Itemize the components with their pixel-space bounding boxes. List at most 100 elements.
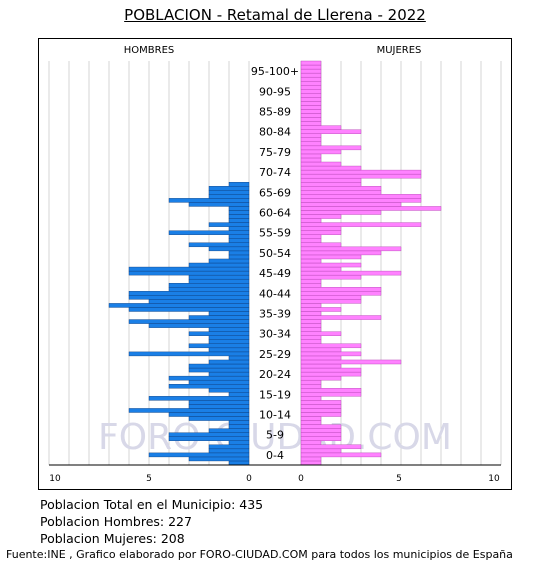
male-bar-age-16 bbox=[148, 396, 250, 401]
age-group-label: 95-100+ bbox=[251, 65, 299, 78]
female-bar-age-49 bbox=[300, 262, 362, 268]
female-bar-age-79 bbox=[300, 141, 322, 147]
male-bar-age-0 bbox=[228, 460, 250, 466]
male-bar-age-15 bbox=[188, 400, 250, 405]
male-bar-age-62 bbox=[228, 210, 250, 215]
female-bar-age-21 bbox=[300, 375, 342, 381]
age-group-label: 0-4 bbox=[266, 449, 284, 462]
female-bar-age-32 bbox=[300, 331, 342, 336]
male-bar-age-13 bbox=[128, 408, 250, 413]
female-bar-age-71 bbox=[300, 173, 422, 179]
x-tick-right: 10 bbox=[488, 474, 500, 484]
male-bar-age-33 bbox=[208, 327, 250, 332]
male-bar-age-1 bbox=[188, 456, 250, 462]
female-bar-age-81 bbox=[300, 133, 322, 138]
female-bar-age-34 bbox=[300, 323, 322, 328]
male-bar-age-61 bbox=[228, 214, 250, 219]
female-bar-age-93 bbox=[300, 85, 322, 90]
female-bar-age-69 bbox=[300, 181, 362, 187]
age-group-label: 40-44 bbox=[259, 287, 291, 300]
female-bar-age-94 bbox=[300, 81, 322, 86]
female-bar-age-24 bbox=[300, 363, 342, 369]
male-bar-age-40 bbox=[148, 299, 250, 304]
male-bar-age-41 bbox=[128, 295, 250, 300]
female-bar-age-97 bbox=[300, 68, 322, 74]
male-bar-age-30 bbox=[208, 339, 250, 345]
female-bar-age-38 bbox=[300, 307, 342, 312]
male-bar-age-27 bbox=[128, 351, 250, 357]
female-bar-age-86 bbox=[300, 113, 322, 118]
female-bar-age-43 bbox=[300, 287, 382, 292]
age-group-label: 75-79 bbox=[259, 146, 291, 159]
female-bar-age-60 bbox=[300, 218, 322, 223]
male-bar-age-3 bbox=[208, 448, 250, 454]
female-population-text: Poblacion Mujeres: 208 bbox=[40, 531, 185, 546]
female-bar-age-33 bbox=[300, 327, 322, 332]
female-bar-age-85 bbox=[300, 117, 322, 122]
male-bar-age-35 bbox=[128, 319, 250, 324]
age-group-label: 5-9 bbox=[266, 429, 284, 442]
female-bar-age-48 bbox=[300, 266, 342, 272]
male-bar-age-17 bbox=[228, 392, 250, 397]
female-bar-age-8 bbox=[300, 428, 342, 433]
male-bar-age-38 bbox=[128, 307, 250, 312]
female-bar-age-88 bbox=[300, 105, 322, 110]
female-bar-age-65 bbox=[300, 198, 422, 203]
male-bar-age-47 bbox=[128, 270, 250, 276]
female-bar-age-78 bbox=[300, 145, 362, 151]
age-group-label: 70-74 bbox=[259, 166, 291, 179]
female-bar-age-82 bbox=[300, 129, 362, 134]
male-bar-age-49 bbox=[188, 262, 250, 268]
male-bar-age-8 bbox=[208, 428, 250, 433]
male-bar-age-11 bbox=[188, 416, 250, 421]
male-bar-age-58 bbox=[228, 226, 250, 231]
male-bar-age-5 bbox=[228, 440, 250, 446]
female-bar-age-74 bbox=[300, 161, 342, 167]
male-bar-age-67 bbox=[208, 190, 250, 195]
female-bar-age-30 bbox=[300, 339, 322, 345]
female-bar-age-23 bbox=[300, 367, 362, 373]
female-bar-age-28 bbox=[300, 347, 342, 353]
female-bar-age-41 bbox=[300, 295, 362, 300]
chart-title: POBLACION - Retamal de Llerena - 2022 bbox=[124, 6, 426, 24]
male-bar-age-31 bbox=[208, 335, 250, 340]
age-group-label: 35-39 bbox=[259, 308, 291, 321]
age-group-label: 30-34 bbox=[259, 328, 291, 341]
female-bar-age-45 bbox=[300, 278, 322, 284]
female-bar-age-55 bbox=[300, 238, 322, 243]
female-bar-age-91 bbox=[300, 93, 322, 98]
male-bar-age-25 bbox=[208, 359, 250, 365]
male-bar-age-63 bbox=[228, 206, 250, 211]
left-header: HOMBRES bbox=[124, 45, 175, 56]
male-bar-age-46 bbox=[188, 274, 250, 280]
male-bar-age-2 bbox=[148, 452, 250, 458]
female-bar-age-99 bbox=[300, 60, 322, 66]
male-bar-age-57 bbox=[168, 230, 250, 235]
female-bar-age-40 bbox=[300, 299, 362, 304]
male-bar-age-4 bbox=[208, 444, 250, 450]
x-tick-left: 0 bbox=[246, 474, 252, 484]
age-group-label: 50-54 bbox=[259, 247, 291, 260]
age-group-label: 15-19 bbox=[259, 388, 291, 401]
age-group-label: 85-89 bbox=[259, 106, 291, 119]
age-group-label: 60-64 bbox=[259, 207, 291, 220]
female-bar-age-56 bbox=[300, 234, 322, 239]
female-bar-age-27 bbox=[300, 351, 362, 357]
male-bar-age-6 bbox=[168, 436, 250, 441]
male-bar-age-65 bbox=[168, 198, 250, 203]
female-bar-age-67 bbox=[300, 190, 382, 195]
male-bar-age-69 bbox=[228, 181, 250, 187]
female-bar-age-64 bbox=[300, 202, 402, 207]
female-bar-age-19 bbox=[300, 384, 322, 389]
female-bar-age-42 bbox=[300, 291, 382, 296]
male-bar-age-24 bbox=[188, 363, 250, 369]
male-bar-age-12 bbox=[168, 412, 250, 417]
x-tick-left: 5 bbox=[146, 474, 152, 484]
female-bar-age-13 bbox=[300, 408, 342, 413]
male-bar-age-20 bbox=[188, 379, 250, 385]
male-bar-age-55 bbox=[228, 238, 250, 243]
male-bar-age-43 bbox=[168, 287, 250, 292]
female-bar-age-87 bbox=[300, 109, 322, 114]
female-bar-age-75 bbox=[300, 157, 322, 163]
